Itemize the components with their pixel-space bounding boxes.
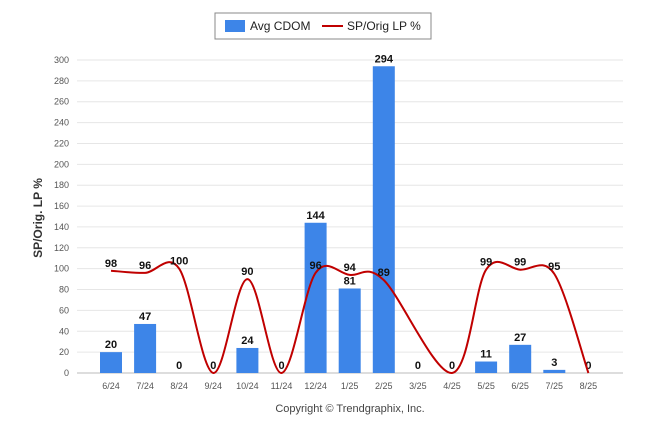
bar-value-label: 24	[241, 335, 254, 347]
x-tick-label: 7/25	[546, 381, 564, 391]
y-tick-label: 60	[59, 305, 69, 315]
legend-label-avg-cdom: Avg CDOM	[250, 19, 310, 33]
y-tick-label: 200	[54, 159, 69, 169]
bar-value-label: 0	[210, 360, 216, 372]
bar-value-label: 27	[514, 332, 526, 344]
legend-swatch-avg-cdom	[225, 20, 245, 32]
bar	[236, 347, 259, 373]
y-tick-label: 40	[59, 326, 69, 336]
bar	[304, 222, 327, 373]
bar-value-label: 47	[139, 311, 151, 323]
y-tick-label: 160	[54, 201, 69, 211]
y-axis-title: SP/Orig. LP %	[31, 178, 45, 258]
bar-value-label: 3	[551, 357, 557, 369]
bar	[509, 344, 532, 373]
bar-value-label: 81	[344, 275, 356, 287]
line-value-label: 95	[548, 261, 560, 273]
bar	[543, 369, 566, 373]
bar	[100, 352, 122, 373]
x-tick-label: 1/25	[341, 381, 359, 391]
line-data-labels: 98 96 100 90 96 94 89 99 99 95	[105, 256, 561, 279]
x-tick-label: 5/25	[477, 381, 495, 391]
bar-value-label: 0	[176, 360, 182, 372]
bar-value-label: 20	[105, 339, 117, 351]
bar	[372, 66, 395, 373]
line-value-label: 98	[105, 258, 117, 270]
legend: Avg CDOM SP/Orig LP %	[214, 12, 432, 40]
sp-orig-line-path	[110, 260, 590, 375]
bar-value-label: 294	[375, 53, 394, 65]
line-value-label: 100	[170, 256, 188, 268]
y-tick-label: 180	[54, 180, 69, 190]
x-axis-ticks: 6/24 7/24 8/24 9/24 10/24 11/24 12/24 1/25 2/25 3…	[102, 381, 597, 391]
x-tick-label: 2/25	[375, 381, 393, 391]
y-axis-ticks: 0 20 40 60 80 100 120 140 160 180 200 220 240 260 280 3…	[54, 55, 69, 378]
bar-value-label: 0	[415, 360, 421, 372]
x-tick-label: 9/24	[205, 381, 223, 391]
line-value-label: 94	[344, 262, 357, 274]
bar-value-label: 0	[585, 360, 591, 372]
x-tick-label: 7/24	[136, 381, 154, 391]
x-tick-label: 11/24	[271, 381, 293, 391]
copyright-text: Copyright © Trendgraphix, Inc.	[275, 403, 424, 415]
y-tick-label: 20	[59, 347, 69, 357]
x-tick-label: 8/25	[580, 381, 598, 391]
line-value-label: 99	[480, 257, 492, 269]
line-value-label: 90	[241, 266, 253, 278]
x-tick-label: 3/25	[409, 381, 427, 391]
y-tick-label: 100	[54, 264, 69, 274]
line-value-label: 96	[309, 260, 321, 272]
bar-value-label: 0	[449, 360, 455, 372]
line-value-label: 89	[378, 267, 390, 279]
y-tick-label: 120	[54, 243, 69, 253]
x-tick-label: 6/25	[511, 381, 529, 391]
line-value-label: 99	[514, 257, 526, 269]
y-tick-label: 140	[54, 222, 69, 232]
x-tick-label: 8/24	[170, 381, 188, 391]
x-tick-label: 6/24	[102, 381, 120, 391]
x-tick-label: 10/24	[236, 381, 259, 391]
gridlines	[77, 59, 623, 374]
y-tick-label: 240	[54, 118, 69, 128]
legend-label-sp-orig: SP/Orig LP %	[347, 19, 421, 33]
y-tick-label: 220	[54, 138, 69, 148]
bar-value-label: 144	[306, 210, 325, 222]
bar-value-label: 0	[278, 360, 284, 372]
line-value-label: 96	[139, 260, 151, 272]
bar	[475, 361, 498, 373]
x-tick-label: 4/25	[443, 381, 461, 391]
y-tick-label: 300	[54, 55, 69, 65]
y-tick-label: 280	[54, 76, 69, 86]
y-tick-label: 80	[59, 285, 69, 295]
y-tick-label: 0	[64, 368, 69, 378]
sp-orig-line	[110, 260, 590, 375]
bar	[338, 288, 361, 373]
bars	[100, 66, 566, 373]
bar-data-labels: 20 47 0 0 24 0 144 81 294 0 0 11 27 3 0	[105, 53, 592, 372]
x-tick-label: 12/24	[304, 381, 327, 391]
bar-value-label: 11	[480, 349, 492, 361]
bar	[134, 323, 157, 373]
y-tick-label: 260	[54, 97, 69, 107]
